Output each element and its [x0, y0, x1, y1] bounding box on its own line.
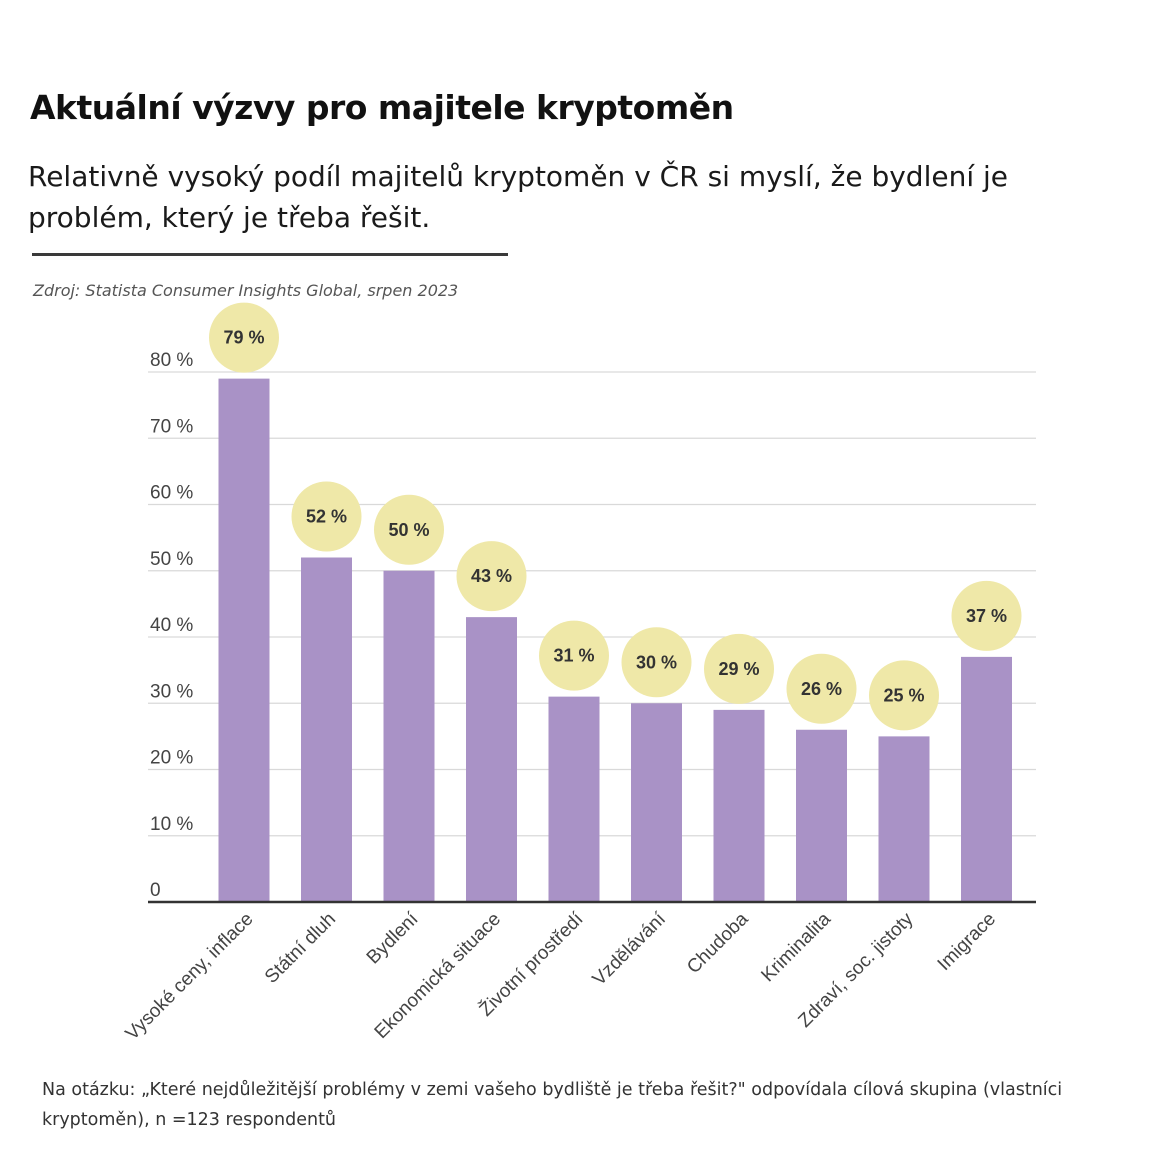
x-tick-label: Kriminalita: [757, 908, 835, 986]
value-bubble: [209, 302, 279, 373]
bar: [301, 557, 352, 902]
chart-title: Aktuální výzvy pro majitele kryptoměn: [30, 88, 734, 127]
x-tick-label: Vysoké ceny, inflace: [122, 909, 258, 1045]
bar: [548, 696, 600, 902]
data-label: 37 %: [966, 606, 1007, 626]
data-label: 52 %: [306, 507, 347, 527]
bar-chart: 0 10 % 20 % 30 % 40 % 50 % 60 % 70 % 80 % 79 % Vys…: [122, 302, 1036, 1045]
bar: [961, 656, 1012, 902]
y-tick-label: 80 %: [150, 350, 193, 371]
data-label: 29 %: [718, 659, 759, 679]
source-note: Zdroj: Statista Consumer Insights Global…: [33, 281, 459, 300]
y-tick-label: 60 %: [150, 483, 193, 504]
value-bubble: [291, 481, 362, 552]
y-tick-label: 50 %: [150, 549, 193, 570]
value-bubble: [456, 541, 527, 612]
value-bubble: [621, 627, 692, 698]
bar: [466, 617, 517, 902]
x-tick-label: Chudoba: [683, 908, 753, 978]
y-tick-label: 20 %: [150, 748, 193, 769]
data-label: 50 %: [388, 520, 429, 540]
bar: [878, 736, 930, 902]
x-tick-label: Státní dluh: [261, 909, 340, 988]
value-bubble: [869, 660, 939, 731]
value-bubble: [374, 494, 444, 565]
bar: [713, 709, 765, 902]
x-tick-label: Bydlení: [363, 908, 423, 968]
title-divider: [32, 253, 508, 256]
y-tick-label: 0: [150, 880, 161, 901]
bar: [631, 703, 682, 902]
bar: [796, 729, 847, 902]
value-bubble: [704, 633, 774, 704]
bar: [383, 570, 435, 902]
bar: [218, 378, 270, 902]
data-label: 43 %: [471, 566, 512, 586]
value-bubble: [951, 580, 1022, 651]
value-bubble: [786, 653, 857, 724]
chart-subtitle: Relativně vysoký podíl majitelů kryptomě…: [28, 160, 1009, 234]
y-tick-label: 70 %: [150, 416, 193, 437]
y-tick-label: 10 %: [150, 814, 193, 835]
data-label: 30 %: [636, 652, 677, 672]
value-bubble: [539, 620, 609, 691]
data-label: 31 %: [553, 646, 594, 666]
y-tick-label: 30 %: [150, 681, 193, 702]
data-label: 26 %: [801, 679, 842, 699]
data-label: 25 %: [883, 685, 924, 705]
y-tick-label: 40 %: [150, 615, 193, 636]
data-label: 79 %: [223, 328, 264, 348]
footnote: Na otázku: „Které nejdůležitější problém…: [42, 1080, 1063, 1130]
x-tick-label: Vzdělávání: [589, 908, 671, 990]
x-tick-label: Imigrace: [934, 909, 1000, 975]
